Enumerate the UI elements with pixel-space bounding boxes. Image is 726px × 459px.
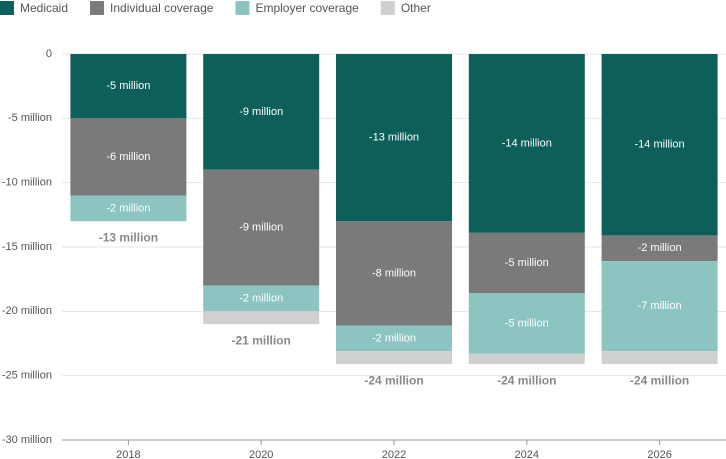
x-tick-label: 2024 <box>515 449 539 459</box>
x-tick-label: 2020 <box>249 449 273 459</box>
total-label: -24 million <box>630 373 689 387</box>
bar-segment <box>468 293 585 354</box>
y-tick-label: -20 million <box>2 305 52 317</box>
y-tick-label: 0 <box>46 48 52 60</box>
bar-segment <box>468 54 585 233</box>
value-label: -14 million <box>502 137 552 149</box>
value-label: -5 million <box>505 257 549 269</box>
value-label: -8 million <box>372 267 416 279</box>
legend-label: Individual coverage <box>110 1 214 15</box>
bar-segment <box>468 232 585 294</box>
value-label: -2 million <box>106 202 150 214</box>
legend-swatch <box>0 1 14 15</box>
value-label: -14 million <box>635 139 685 151</box>
y-tick-label: -25 million <box>2 370 52 382</box>
value-label: -2 million <box>638 242 682 254</box>
bar-segment <box>601 235 718 262</box>
legend-label: Employer coverage <box>255 1 359 15</box>
bar-segment <box>70 118 187 196</box>
y-tick-label: -30 million <box>2 434 52 446</box>
total-label: -13 million <box>99 230 158 244</box>
value-label: -13 million <box>369 132 419 144</box>
bar-segment <box>336 351 452 365</box>
y-tick-label: -15 million <box>2 241 52 253</box>
legend-label: Other <box>401 1 431 15</box>
value-label: -9 million <box>239 106 283 118</box>
legend-swatch <box>380 1 395 15</box>
bar-segment <box>203 169 320 286</box>
legend-label: Medicaid <box>20 1 68 15</box>
legend-swatch <box>90 1 105 15</box>
value-label: -5 million <box>106 80 150 92</box>
total-label: -24 million <box>497 373 556 387</box>
bar-segment <box>601 54 718 236</box>
total-label: -24 million <box>364 373 423 387</box>
bar-segment <box>336 221 452 326</box>
value-label: -7 million <box>638 300 682 312</box>
bar-segment <box>203 285 320 312</box>
x-tick-label: 2022 <box>382 449 406 459</box>
y-tick-label: -5 million <box>8 112 52 124</box>
bar-segment <box>203 54 320 170</box>
x-tick-label: 2018 <box>116 449 140 459</box>
bar-segment <box>203 311 320 325</box>
bar-segment <box>468 353 585 365</box>
value-label: -9 million <box>239 222 283 234</box>
legend-swatch <box>235 1 250 15</box>
value-label: -2 million <box>239 292 283 304</box>
bar-segment <box>336 325 452 352</box>
total-label: -21 million <box>232 333 291 347</box>
value-label: -6 million <box>106 151 150 163</box>
bar-segment <box>70 195 187 222</box>
bar-segment <box>70 54 187 119</box>
bar-segment <box>336 54 452 222</box>
bar-segment <box>601 351 718 365</box>
y-tick-label: -10 million <box>2 177 52 189</box>
bar-segment <box>601 261 718 352</box>
value-label: -5 million <box>505 317 549 329</box>
value-label: -2 million <box>372 332 416 344</box>
x-tick-label: 2026 <box>647 449 671 459</box>
